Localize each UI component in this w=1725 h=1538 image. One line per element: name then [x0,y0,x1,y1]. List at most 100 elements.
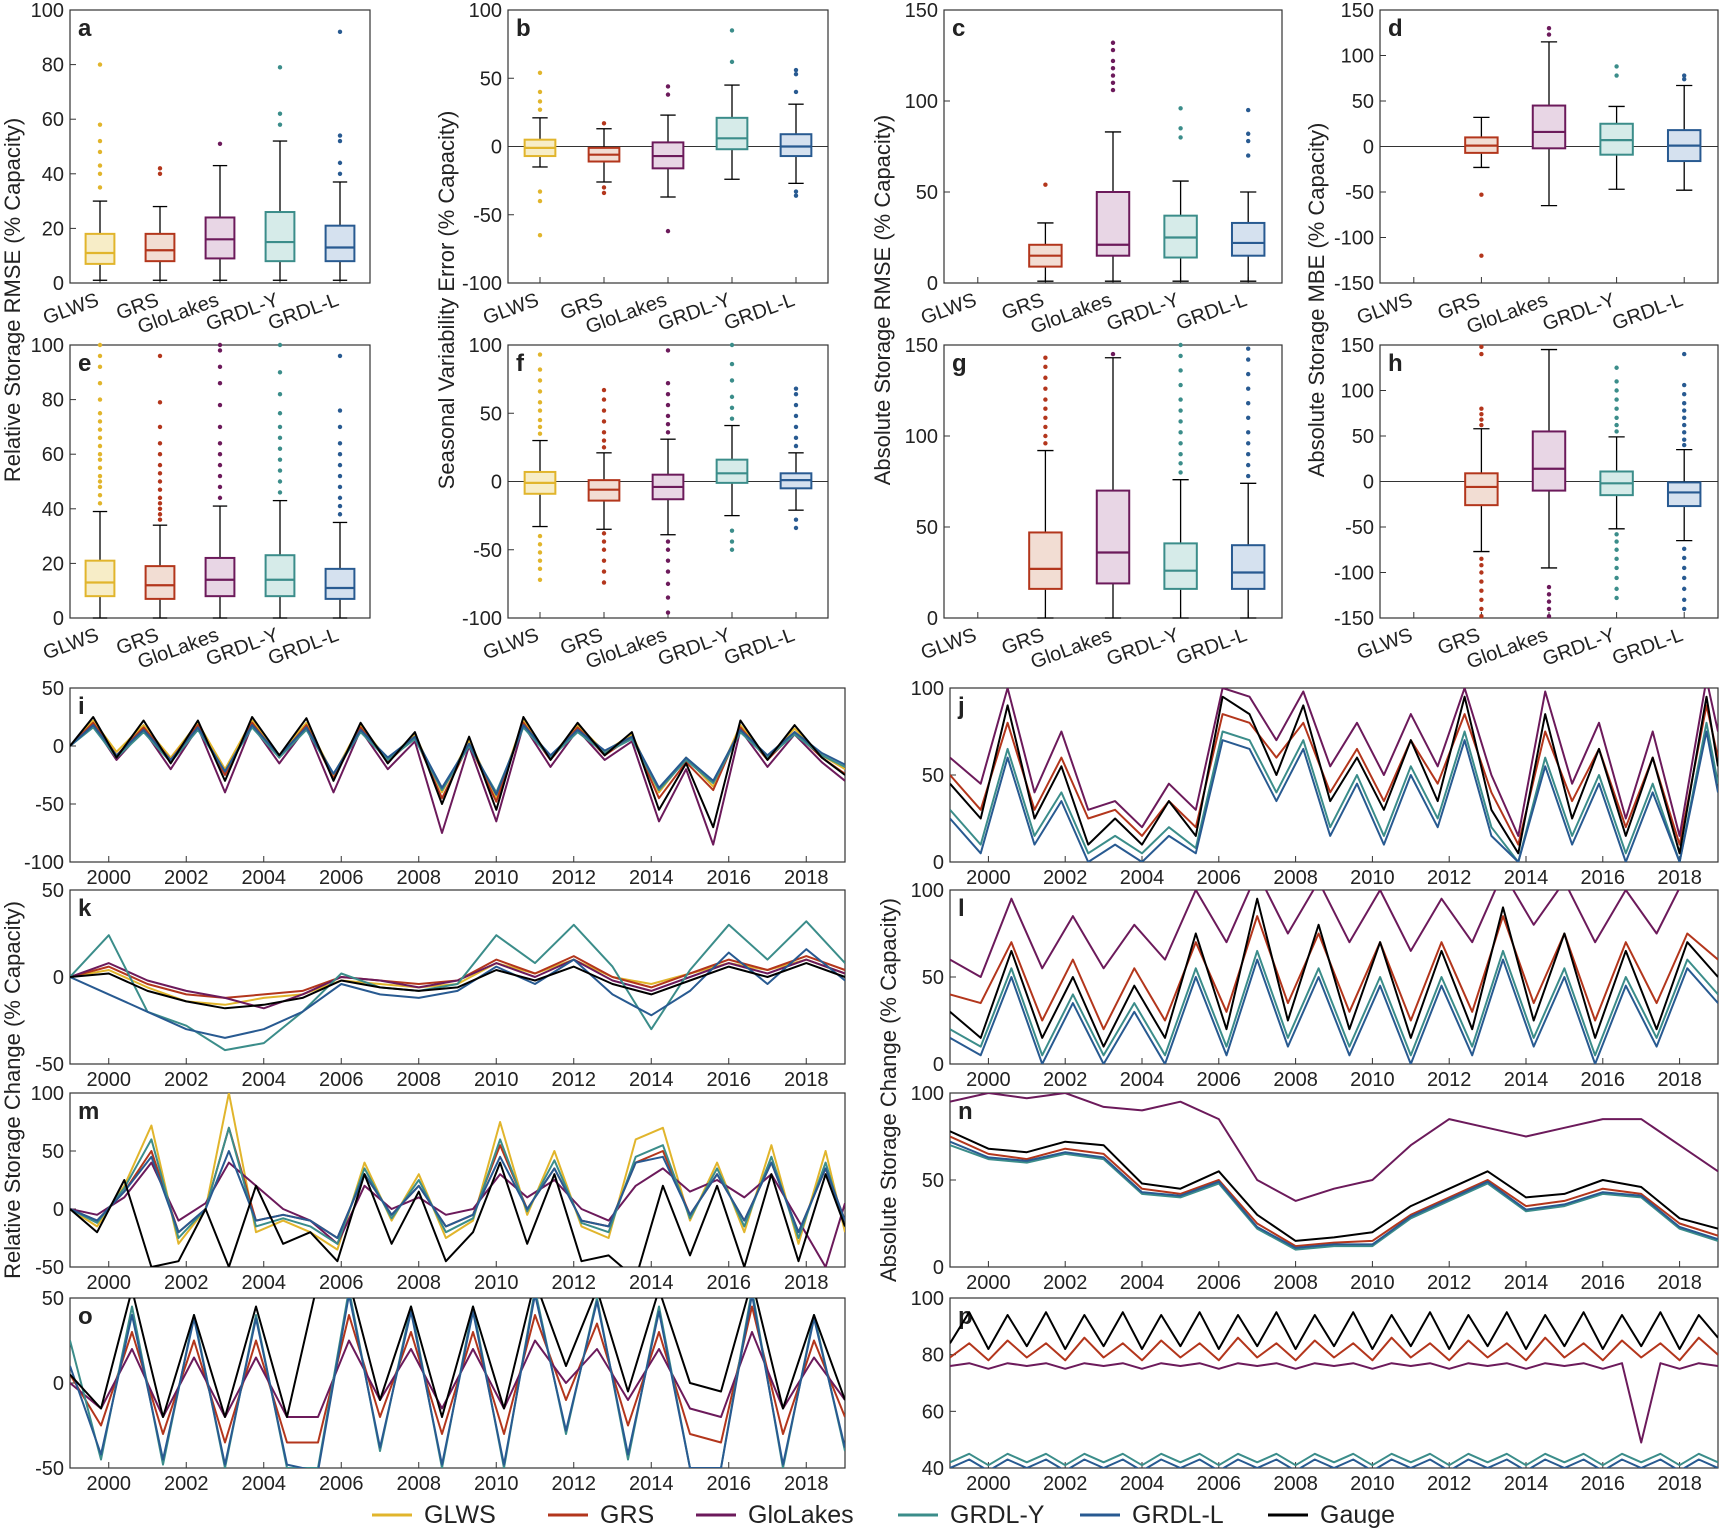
legend-label: Gauge [1320,1501,1395,1529]
y-tick-label: 0 [1363,137,1374,159]
legend-label: GRDL-Y [950,1501,1045,1529]
outlier-point [1110,66,1116,71]
outlier-point [1246,473,1251,479]
y-tick-label: -150 [1334,608,1374,630]
y-tick-label: 100 [469,335,502,357]
outlier-point [1614,64,1619,69]
panel-letter: b [516,15,531,42]
outlier-point [665,92,671,97]
outlier-point [1614,565,1619,571]
y-tick-label: 0 [53,1199,64,1221]
y-tick-label: 50 [916,182,938,204]
outlier-point [157,353,163,359]
outlier-point [1178,430,1183,435]
ylabel-mid-left-top: Seasonal Variability Error (% Capacity) [434,111,459,490]
series-line-GloLakes [950,1093,1718,1202]
outlier-point [1614,575,1619,581]
outlier-point [537,89,543,95]
outlier-point [537,189,543,194]
outlier-point [729,416,735,421]
ylabel-left-top: Relative Storage RMSE (% Capacity) [0,118,25,482]
y-tick-label: 0 [927,608,938,630]
y-tick-label: 50 [1352,91,1374,113]
x-tick-label: 2018 [784,1069,829,1091]
outlier-point [729,378,735,383]
x-tick-label: 2008 [397,1069,442,1091]
panel-letter: f [516,350,525,377]
x-tick-label: 2018 [784,1473,829,1495]
box-iqr [1163,542,1198,590]
x-tick-label: 2016 [1581,867,1626,889]
y-tick-label: 0 [933,1257,944,1279]
series-line-GRDL-L [950,958,1718,1064]
outlier-point [97,149,103,155]
outlier-point [1614,365,1619,370]
legend-label: GRDL-L [1132,1501,1224,1529]
series-line-GRS [950,1135,1718,1248]
y-tick-label: 60 [42,444,64,466]
outlier-point [217,462,223,468]
x-tick-label: 2000 [87,1069,132,1091]
outlier-point [277,424,283,430]
box-GloLakes [1531,348,1567,619]
outlier-point [1546,592,1552,597]
x-tick-label: 2010 [474,1473,519,1495]
outlier-point [217,364,223,370]
outlier-point [277,457,283,462]
x-tick-label: 2018 [1657,1272,1702,1294]
outlier-point [601,397,607,402]
x-tick-label: 2000 [87,1272,132,1294]
y-tick-label: -50 [35,794,64,816]
outlier-point [277,391,283,397]
box-GRDL-L [779,386,813,531]
x-tick-label: 2002 [1043,1473,1088,1495]
x-tick-label: GRDL-L [1609,624,1685,670]
x-tick-label: GRDL-L [721,624,797,670]
outlier-point [1043,364,1048,370]
outlier-point [97,381,103,386]
outlier-point [537,233,543,238]
x-tick-label: 2014 [1504,1473,1549,1495]
box-GLWS [84,62,116,281]
outlier-point [601,531,607,536]
outlier-point [1682,401,1687,406]
x-tick-label: GLWS [480,624,541,664]
outlier-point [537,566,543,572]
outlier-point [97,397,103,402]
outlier-point [277,65,283,70]
panel-letter: j [957,693,965,720]
panel-i: i -100 -50 0 50 2000 2002 2004 2006 2008 2010 2012 2… [24,678,846,889]
legend-label: GRS [600,1501,654,1529]
series-line-Gauge [950,1130,1718,1242]
outlier-point [97,465,103,471]
x-tick-label: 2006 [319,1272,364,1294]
x-tick-label: 2000 [966,867,1011,889]
series-line-GRDL-L [950,730,1718,862]
legend-item-GRS: GRS [548,1501,654,1529]
x-tick-label: 2002 [164,1272,209,1294]
ylabel-left-bottom: Relative Storage Change (% Capacity) [0,901,25,1279]
box-GRS [1464,116,1499,258]
outlier-point [97,62,103,67]
series-group [950,1093,1718,1251]
y-tick-label: -50 [35,1458,64,1480]
outlier-point [1246,452,1251,457]
outlier-point [1614,397,1619,402]
y-tick-label: 40 [922,1458,944,1480]
y-tick-label: 40 [42,164,64,186]
outlier-point [729,405,735,410]
outlier-point [1246,415,1251,420]
x-tick-label: 2000 [87,867,132,889]
box-GloLakes [1531,26,1567,207]
y-tick-label: 0 [53,608,64,630]
x-tick-label: 2004 [242,1473,287,1495]
y-tick-label: 100 [911,678,944,700]
outlier-point [537,378,543,383]
outlier-point [1682,430,1687,435]
outlier-point [793,424,799,430]
outlier-point [537,408,543,413]
outlier-point [665,547,671,552]
